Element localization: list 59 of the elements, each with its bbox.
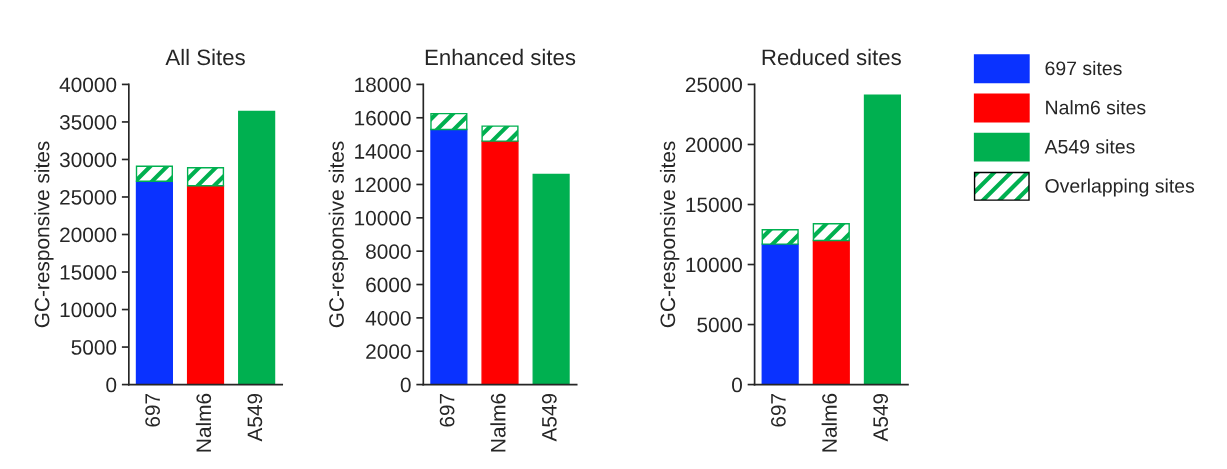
y-tick-label: 12000 <box>355 177 411 193</box>
bar <box>481 140 519 385</box>
x-tick-label: 697 <box>145 393 160 427</box>
x-tick-label: Nalm6 <box>490 393 506 452</box>
y-tick-label: 10000 <box>686 257 742 273</box>
y-tick-label: 0 <box>106 377 117 393</box>
x-tick-label: Nalm6 <box>195 393 212 452</box>
y-tick-label: 40000 <box>59 77 117 93</box>
y-tick-label: 20000 <box>60 227 117 243</box>
bar <box>812 239 850 385</box>
x-tick-label: 697 <box>771 393 786 427</box>
y-tick-label: 14000 <box>355 144 411 159</box>
chart-title: Reduced sites <box>762 48 901 66</box>
y-tick-label: 35000 <box>59 114 117 130</box>
y-tick-label: 2000 <box>366 344 411 359</box>
x-tick-label: 697 <box>439 393 455 427</box>
legend-label: Overlapping sites <box>1045 178 1195 197</box>
y-tick-label: 25000 <box>60 189 117 205</box>
bar <box>238 110 276 385</box>
y-tick-label: 16000 <box>355 110 411 126</box>
bar <box>761 243 799 385</box>
y-tick-label: 5000 <box>697 317 742 333</box>
legend-label: Nalm6 sites <box>1046 100 1146 115</box>
bar <box>135 180 173 385</box>
y-tick-label: 0 <box>732 377 742 393</box>
y-tick-label: 4000 <box>365 310 411 326</box>
y-tick-label: 0 <box>400 377 411 393</box>
y-axis-title: GC-responsive sites <box>34 141 54 328</box>
chart-title: All Sites <box>165 48 245 66</box>
bar <box>761 229 799 245</box>
y-tick-label: 25000 <box>685 77 742 93</box>
bar <box>812 222 850 242</box>
y-tick-label: 18000 <box>355 77 411 93</box>
bar <box>532 173 570 385</box>
bar <box>186 167 225 187</box>
bar <box>863 94 902 385</box>
y-axis-title: GC-responsive sites <box>659 141 680 328</box>
x-tick-label: A549 <box>873 393 889 442</box>
bar <box>186 185 225 385</box>
chart-title: Enhanced sites <box>425 48 576 66</box>
x-tick-label: A549 <box>541 393 557 442</box>
bar <box>430 128 468 385</box>
y-tick-label: 5000 <box>71 340 117 355</box>
y-tick-label: 10000 <box>355 210 411 226</box>
y-tick-label: 15000 <box>686 197 742 213</box>
bar <box>481 125 519 142</box>
legend-label: A549 sites <box>1044 139 1135 154</box>
bar <box>135 165 173 182</box>
x-tick-label: Nalm6 <box>821 393 837 452</box>
y-tick-label: 20000 <box>685 137 742 153</box>
y-tick-label: 15000 <box>60 265 117 280</box>
y-tick-label: 30000 <box>59 152 117 168</box>
legend-label: 697 sites <box>1045 60 1122 76</box>
y-tick-label: 10000 <box>60 302 117 318</box>
x-tick-label: A549 <box>247 393 263 442</box>
bar <box>430 112 468 131</box>
y-axis-title: GC-responsive sites <box>328 141 349 328</box>
y-tick-label: 6000 <box>366 277 411 293</box>
y-tick-label: 8000 <box>366 244 411 259</box>
